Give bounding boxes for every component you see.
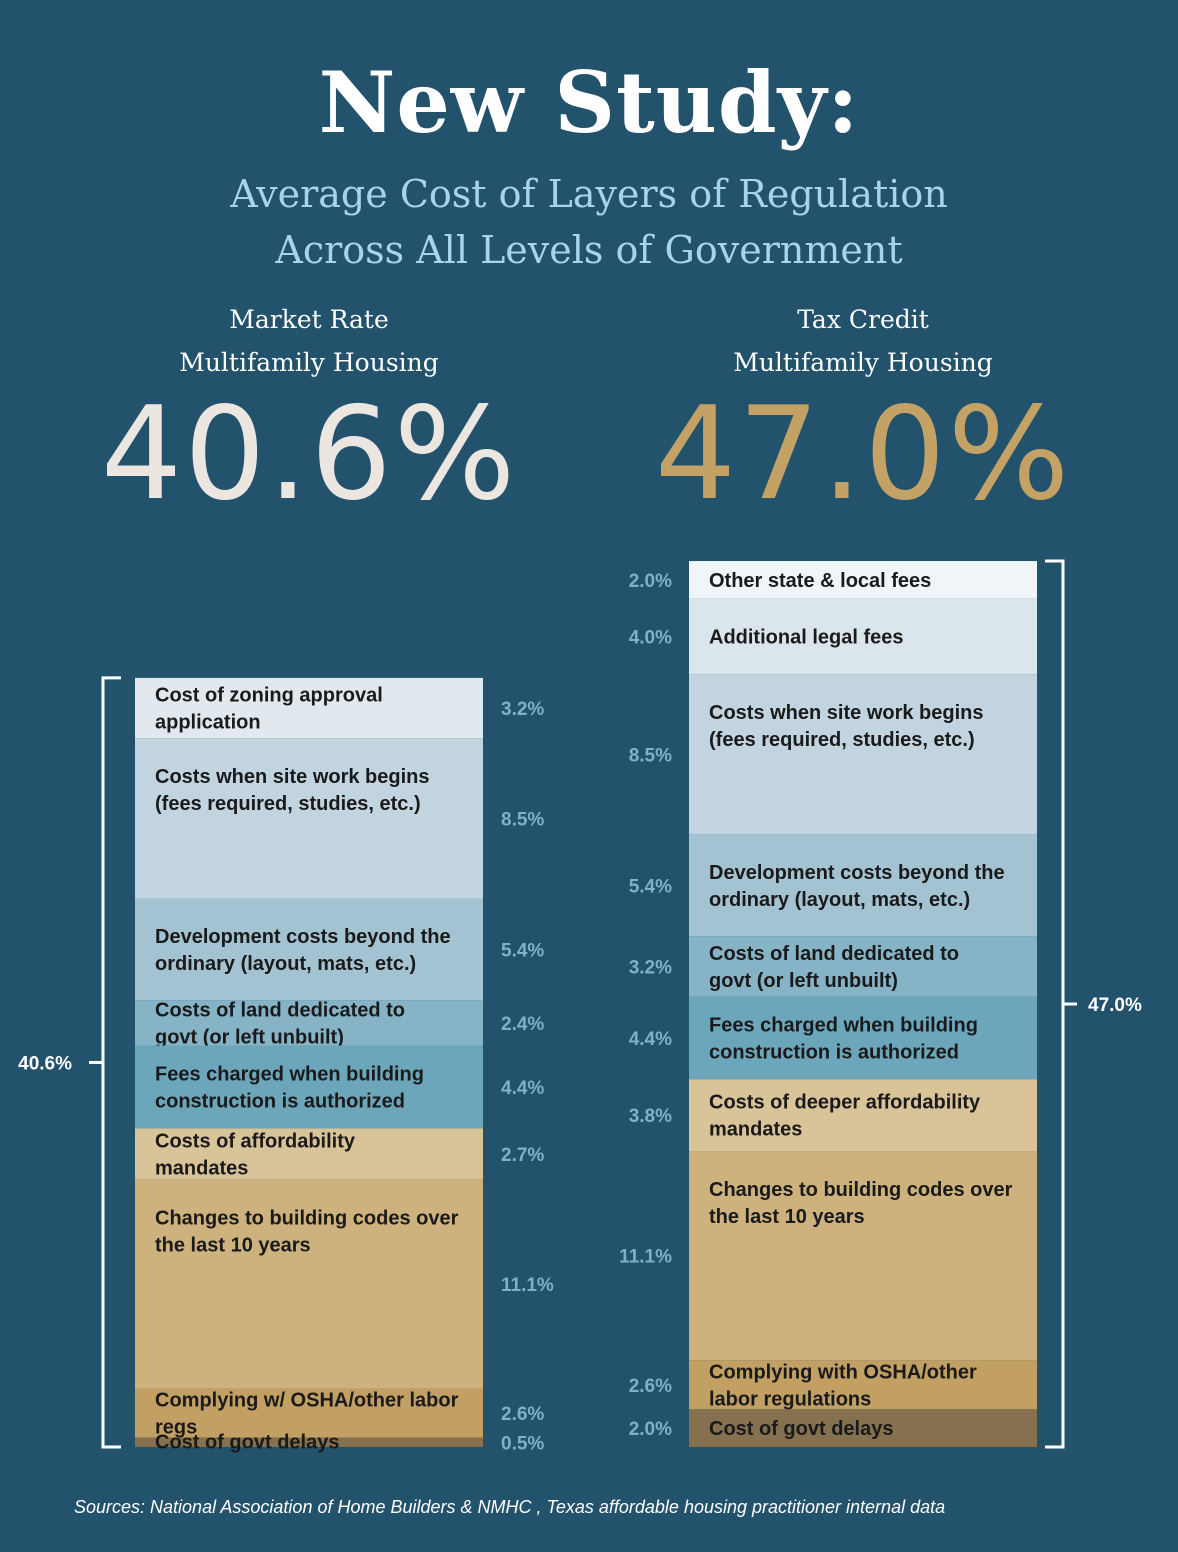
segment-value-label: 11.1%: [501, 1275, 554, 1296]
page-title: New Study:: [318, 53, 860, 152]
segment-value-label: 2.7%: [501, 1145, 544, 1166]
segment-label: Cost of govt delays: [709, 1418, 893, 1440]
bar-segment: [135, 677, 483, 739]
segment-label: Costs of deeper affordability mandates: [709, 1092, 981, 1141]
segment-label: Cost of zoning approval application: [155, 685, 383, 734]
segment-value-label: 4.4%: [629, 1029, 672, 1050]
bar-segment: [135, 898, 483, 1001]
segment-value-label: 3.2%: [501, 699, 544, 720]
segment-label: Cost of govt delays: [155, 1431, 339, 1453]
segment-label: Fees charged when building construction i…: [155, 1063, 424, 1112]
bar-segment: [689, 834, 1037, 937]
right-heading-line-1: Tax Credit: [797, 305, 929, 334]
segment-value-label: 3.8%: [629, 1106, 672, 1127]
right-heading-line-2: Multifamily Housing: [733, 348, 993, 377]
segment-label: Costs when site work begins (fees require…: [155, 766, 430, 815]
left-total-percent: 40.6%: [100, 380, 518, 529]
segment-value-label: 5.4%: [629, 876, 672, 897]
segment-label: Costs of land dedicated to govt (or left …: [709, 943, 959, 992]
subtitle-line-1: Average Cost of Layers of Regulation: [230, 172, 948, 216]
total-bracket: [1045, 559, 1065, 1449]
bar-segment: [689, 1409, 1037, 1447]
bar-segment: [135, 1388, 483, 1438]
left-column-heading: Market Rate Multifamily Housing: [49, 298, 569, 384]
segment-value-label: 4.0%: [629, 627, 672, 648]
segment-value-label: 2.6%: [629, 1376, 672, 1397]
left-heading-line-1: Market Rate: [229, 305, 389, 334]
segment-value-label: 11.1%: [619, 1247, 672, 1268]
bar-segment: [689, 674, 1037, 835]
bar-segment: [689, 936, 1037, 997]
segment-label: Complying w/ OSHA/other labor regs: [155, 1390, 459, 1439]
total-bracket: [101, 676, 121, 1449]
bar-segment: [135, 738, 483, 899]
segment-label: Changes to building codes over the last 1…: [155, 1207, 459, 1256]
segment-value-label: 3.2%: [629, 957, 672, 978]
bar-segment: [689, 1360, 1037, 1410]
page-subtitle: Average Cost of Layers of Regulation Acr…: [0, 166, 1178, 278]
sources-note: Sources: National Association of Home Bu…: [74, 1497, 946, 1517]
segment-value-label: 4.4%: [501, 1078, 544, 1099]
bracket-total-label: 47.0%: [1088, 995, 1142, 1016]
bar-segment: [689, 561, 1037, 599]
segment-value-label: 0.5%: [501, 1433, 544, 1454]
segment-value-label: 8.5%: [629, 745, 672, 766]
segment-value-label: 2.4%: [501, 1014, 544, 1035]
bar-segment: [135, 1128, 483, 1180]
segment-label: Costs of affordability mandates: [155, 1130, 356, 1179]
segment-label: Development costs beyond the ordinary (la…: [155, 926, 451, 975]
bar-segment: [689, 1151, 1037, 1361]
segment-value-label: 5.4%: [501, 940, 544, 961]
bar-segment: [689, 996, 1037, 1080]
bar-segment: [135, 1000, 483, 1046]
segment-value-label: 2.0%: [629, 571, 672, 592]
subtitle-line-2: Across All Levels of Government: [275, 228, 903, 272]
segment-label: Additional legal fees: [709, 626, 903, 648]
bracket-total-label: 40.6%: [18, 1053, 72, 1074]
segment-label: Development costs beyond the ordinary (la…: [709, 862, 1005, 911]
bar-segment: [135, 1045, 483, 1129]
segment-label: Costs of land dedicated to govt (or left …: [155, 999, 405, 1048]
segment-label: Costs when site work begins (fees require…: [709, 702, 984, 751]
right-column-heading: Tax Credit Multifamily Housing: [603, 298, 1123, 384]
segment-value-label: 2.0%: [629, 1419, 672, 1440]
segment-label: Complying with OSHA/other labor regulatio…: [709, 1361, 977, 1410]
right-total-percent: 47.0%: [654, 380, 1072, 529]
segment-label: Other state & local fees: [709, 570, 931, 592]
segment-value-label: 8.5%: [501, 809, 544, 830]
bar-segment: [135, 1179, 483, 1389]
left-heading-line-2: Multifamily Housing: [179, 348, 439, 377]
segment-label: Fees charged when building construction i…: [709, 1014, 978, 1063]
bar-segment: [689, 598, 1037, 675]
bar-segment: [689, 1079, 1037, 1152]
segment-value-label: 2.6%: [501, 1404, 544, 1425]
bar-segment: [135, 1437, 483, 1447]
segment-label: Changes to building codes over the last 1…: [709, 1179, 1013, 1228]
